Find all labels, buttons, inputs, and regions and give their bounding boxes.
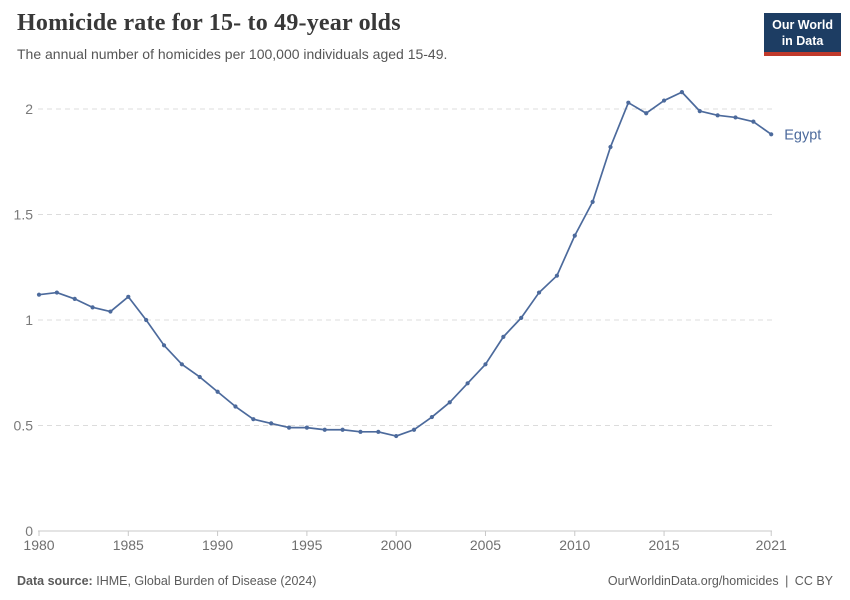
y-axis-tick-label: 1.5 [14, 207, 34, 223]
data-source: Data source: IHME, Global Burden of Dise… [17, 574, 316, 588]
data-point[interactable] [661, 98, 667, 103]
owid-logo-line2: in Data [781, 33, 824, 48]
data-point[interactable] [590, 199, 595, 204]
data-point[interactable] [429, 414, 434, 420]
data-point[interactable] [715, 113, 720, 118]
footer-separator: | [785, 574, 789, 588]
data-point[interactable] [626, 100, 631, 105]
data-point[interactable] [769, 132, 774, 137]
data-point[interactable] [215, 389, 220, 394]
data-point[interactable] [36, 292, 42, 297]
data-point[interactable] [519, 315, 524, 320]
y-axis-tick-label: 0 [25, 523, 33, 539]
data-point[interactable] [90, 305, 95, 310]
data-point[interactable] [501, 334, 506, 339]
data-point[interactable] [376, 429, 381, 434]
data-point[interactable] [644, 111, 649, 116]
license-link[interactable]: CC BY [794, 574, 833, 588]
data-point[interactable] [608, 144, 613, 150]
chart-title: Homicide rate for 15- to 49-year olds [17, 10, 401, 36]
data-source-label: Data source: [17, 574, 93, 588]
data-point[interactable] [108, 309, 113, 314]
chart-subtitle: The annual number of homicides per 100,0… [17, 46, 448, 62]
data-point[interactable] [697, 109, 702, 114]
series-label-egypt[interactable]: Egypt [784, 127, 821, 143]
data-point[interactable] [358, 429, 363, 434]
data-point[interactable] [340, 427, 345, 432]
data-source-value: IHME, Global Burden of Disease (2024) [96, 574, 317, 588]
x-axis-tick-label: 2021 [756, 537, 787, 553]
chart-footer: Data source: IHME, Global Burden of Dise… [17, 574, 833, 588]
data-point[interactable] [554, 273, 560, 278]
data-point[interactable] [733, 115, 738, 120]
x-axis-tick-label: 2005 [470, 537, 501, 553]
data-point[interactable] [144, 317, 149, 323]
y-axis-tick-label: 0.5 [14, 418, 34, 434]
x-axis-tick-label: 1990 [202, 537, 233, 553]
data-point[interactable] [394, 433, 399, 439]
owid-logo-line1: Our World [772, 18, 833, 32]
x-axis-tick-label: 1985 [113, 537, 144, 553]
data-point[interactable] [269, 421, 274, 426]
owid-logo[interactable]: Our World in Data [764, 13, 841, 57]
data-point[interactable] [54, 290, 59, 295]
data-point[interactable] [161, 343, 167, 348]
x-axis-tick-label: 2015 [648, 537, 679, 553]
x-axis-tick-label: 2000 [381, 537, 412, 553]
y-axis-tick-label: 1 [25, 312, 33, 328]
data-point[interactable] [197, 374, 202, 380]
y-axis-tick-label: 2 [25, 101, 33, 117]
data-point[interactable] [411, 427, 417, 432]
data-point[interactable] [447, 400, 452, 405]
data-point[interactable] [233, 404, 238, 409]
data-point[interactable] [72, 296, 77, 301]
data-point[interactable] [679, 90, 685, 95]
x-axis-tick-label: 1980 [23, 537, 54, 553]
x-axis-tick-label: 1995 [291, 537, 322, 553]
owid-url-link[interactable]: OurWorldinData.org/homicides [607, 574, 779, 588]
data-point[interactable] [572, 233, 577, 238]
data-point[interactable] [483, 362, 488, 367]
data-point[interactable] [751, 119, 756, 124]
data-point[interactable] [126, 294, 131, 299]
data-point[interactable] [322, 427, 327, 432]
data-point[interactable] [179, 362, 184, 367]
chart-header: Homicide rate for 15- to 49-year olds Th… [17, 10, 447, 62]
footer-credits: OurWorldinData.org/homicides | CC BY [605, 574, 833, 588]
data-point[interactable] [251, 417, 256, 422]
data-point[interactable] [536, 290, 542, 295]
series-line-egypt[interactable] [38, 91, 773, 437]
data-point[interactable] [465, 381, 470, 386]
x-axis-tick-label: 2010 [559, 537, 590, 553]
data-point[interactable] [304, 425, 309, 430]
data-point[interactable] [286, 425, 292, 430]
